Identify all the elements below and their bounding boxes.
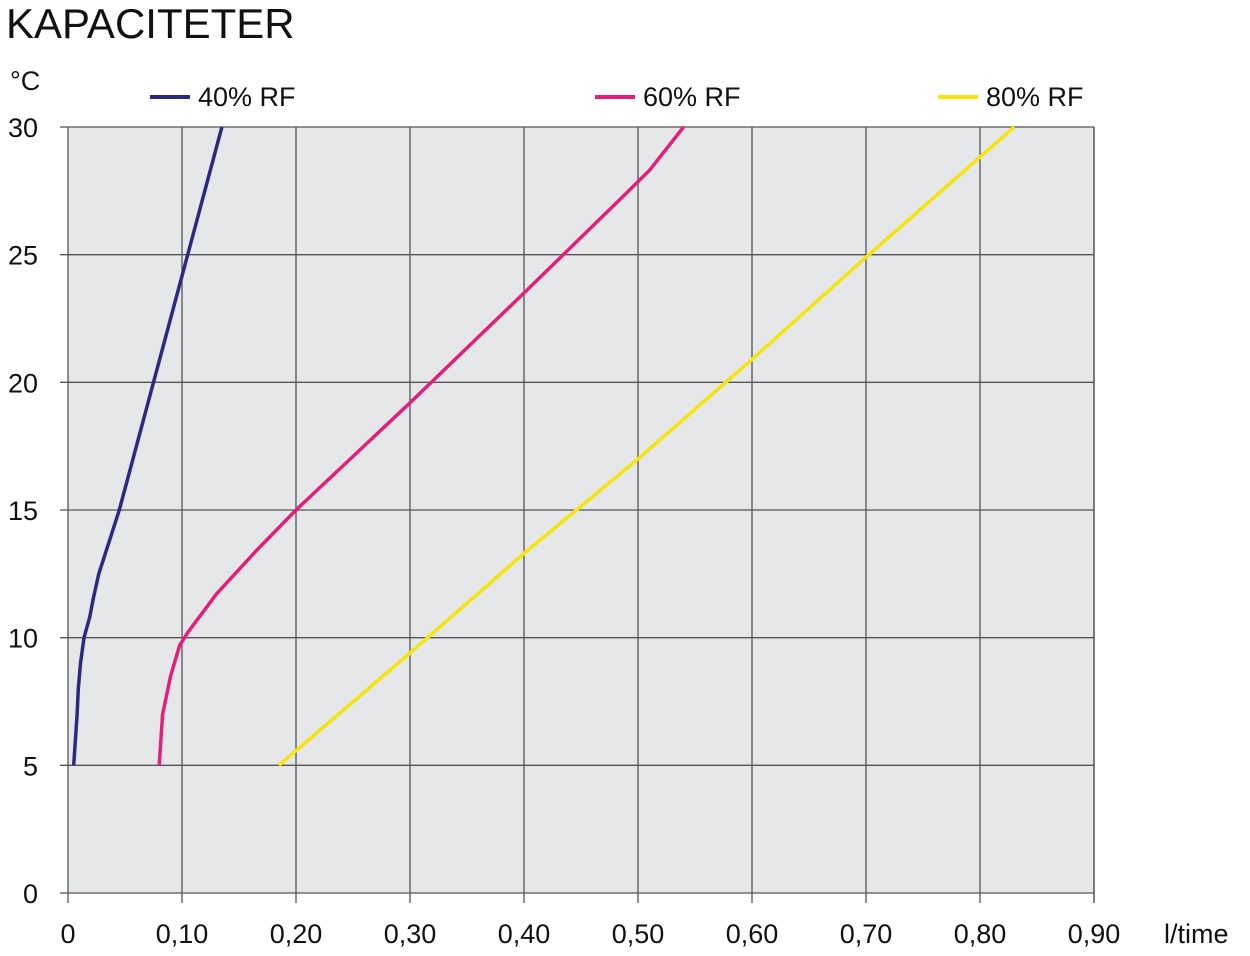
legend-item: 60% RF (595, 82, 741, 112)
y-tick-label: 0 (23, 879, 38, 909)
legend-label: 40% RF (198, 82, 296, 112)
axis-ticks: 0 0,10 0,20 0,30 0,40 0,50 0,60 0,70 0,80 0,90 0 5 1… (8, 113, 1120, 949)
series-lines (71, 125, 1016, 767)
x-axis-unit: l/time (1164, 919, 1229, 949)
x-tick-label: 0 (60, 919, 75, 949)
y-tick-label: 10 (8, 624, 38, 654)
x-tick-label: 0,70 (840, 919, 893, 949)
x-tick-label: 0,80 (954, 919, 1007, 949)
y-tick-label: 5 (23, 751, 38, 781)
y-axis-unit: °C (10, 66, 40, 96)
legend-label: 60% RF (643, 82, 741, 112)
x-tick-label: 0,40 (498, 919, 551, 949)
series-line (157, 125, 685, 766)
series-line (277, 125, 1016, 767)
legend-label: 80% RF (986, 82, 1084, 112)
y-tick-label: 25 (8, 241, 38, 271)
x-tick-label: 0,60 (726, 919, 779, 949)
x-tick-label: 0,10 (156, 919, 209, 949)
legend-item: 40% RF (150, 82, 296, 112)
x-tick-label: 0,50 (612, 919, 665, 949)
y-tick-label: 15 (8, 496, 38, 526)
x-tick-label: 0,20 (270, 919, 323, 949)
chart-title: KAPACITETER (6, 0, 295, 47)
series-line (71, 126, 224, 766)
x-tick-label: 0,90 (1068, 919, 1121, 949)
legend-item: 80% RF (938, 82, 1084, 112)
y-tick-label: 30 (8, 113, 38, 143)
legend: 40% RF 60% RF 80% RF (150, 82, 1084, 112)
y-tick-label: 20 (8, 368, 38, 398)
x-tick-label: 0,30 (384, 919, 437, 949)
